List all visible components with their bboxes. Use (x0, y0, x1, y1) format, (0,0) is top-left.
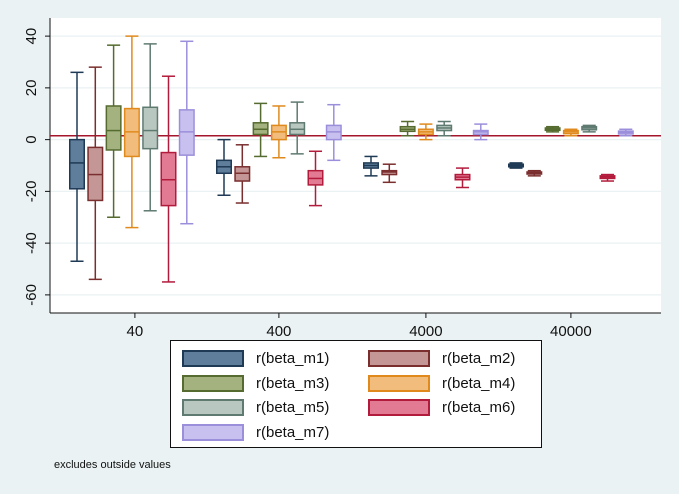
box-r-beta-m7--400 (325, 103, 342, 162)
box-r-beta-m1--40000 (508, 162, 524, 169)
box-r-beta-m5--4000 (436, 120, 453, 137)
box-r-beta-m4--4000 (417, 123, 434, 141)
legend-item: r(beta_m7) (182, 424, 329, 441)
legend-label: r(beta_m2) (442, 350, 516, 367)
box-r-beta-m6--40000 (599, 173, 616, 182)
legend-item: r(beta_m4) (368, 375, 515, 392)
box-r-beta-m1--40 (69, 71, 85, 262)
legend-swatch (368, 350, 430, 367)
box-r-beta-m5--400 (289, 101, 306, 155)
box-r-beta-m7--4000 (472, 123, 489, 141)
legend-swatch (182, 424, 244, 441)
legend-item: r(beta_m3) (182, 375, 329, 392)
legend-swatch (182, 399, 244, 416)
box-r-beta-m3--400 (252, 102, 269, 158)
box-r-beta-m1--4000 (363, 155, 379, 177)
chart-note: excludes outside values (54, 459, 171, 471)
legend-item: r(beta_m5) (182, 399, 329, 416)
box-r-beta-m2--4000 (381, 163, 398, 184)
box-r-beta-m4--40000 (562, 128, 579, 137)
box-r-beta-m1--400 (216, 138, 232, 197)
x-tick-label: 400 (266, 323, 291, 340)
x-tick-label: 4000 (409, 323, 442, 340)
chart-legend: r(beta_m1) r(beta_m2) r(beta_m3) r(beta_m4)… (170, 340, 542, 448)
box-r-beta-m5--40 (142, 43, 159, 212)
legend-label: r(beta_m6) (442, 399, 516, 416)
plot-area (50, 18, 661, 313)
box-r-beta-m6--40 (160, 75, 177, 283)
legend-swatch (182, 350, 244, 367)
legend-label: r(beta_m1) (256, 350, 330, 367)
legend-label: r(beta_m5) (256, 399, 330, 416)
legend-label: r(beta_m4) (442, 375, 516, 392)
box-r-beta-m7--40000 (617, 128, 634, 137)
y-tick-label: -60 (23, 284, 40, 306)
box-iqr (142, 106, 159, 150)
y-tick-label: -20 (23, 181, 40, 203)
legend-swatch (182, 375, 244, 392)
box-r-beta-m7--40 (178, 40, 195, 225)
box-r-beta-m2--40 (87, 66, 104, 281)
y-tick-label: 0 (23, 135, 40, 143)
box-r-beta-m3--4000 (399, 120, 416, 137)
y-tick-label: -40 (23, 232, 40, 254)
legend-label: r(beta_m7) (256, 424, 330, 441)
box-r-beta-m6--400 (307, 150, 324, 207)
box-r-beta-m4--400 (270, 105, 287, 159)
box-r-beta-m4--40 (123, 35, 140, 229)
legend-item: r(beta_m2) (368, 350, 515, 367)
box-iqr (69, 138, 85, 190)
box-r-beta-m3--40 (105, 44, 122, 219)
box-r-beta-m6--4000 (454, 167, 471, 189)
box-iqr (105, 105, 122, 151)
box-r-beta-m5--40000 (581, 124, 598, 133)
x-tick-label: 40 (127, 323, 144, 340)
box-r-beta-m3--40000 (544, 125, 561, 133)
y-tick-label: 20 (23, 80, 40, 97)
legend-swatch (368, 375, 430, 392)
x-tick-label: 40000 (550, 323, 592, 340)
legend-label: r(beta_m3) (256, 375, 330, 392)
legend-item: r(beta_m1) (182, 350, 329, 367)
box-r-beta-m2--40000 (526, 169, 543, 177)
box-r-beta-m2--400 (234, 144, 251, 204)
y-tick-label: 40 (23, 28, 40, 45)
legend-swatch (368, 399, 430, 416)
legend-item: r(beta_m6) (368, 399, 515, 416)
